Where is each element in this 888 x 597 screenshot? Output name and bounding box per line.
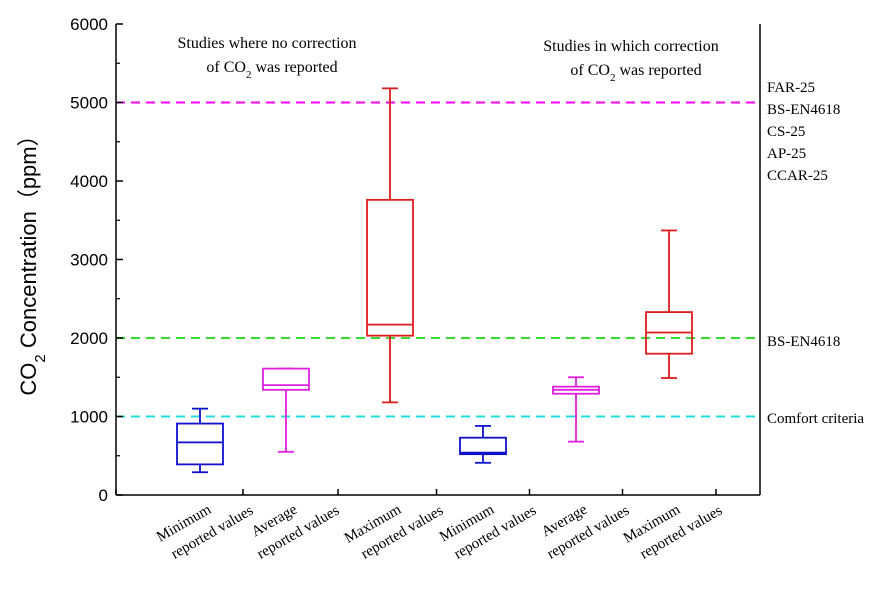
reference-label: CCAR-25 (767, 168, 828, 184)
y-tick-label: 0 (99, 486, 108, 505)
reference-label: CS-25 (767, 124, 805, 140)
y-tick-label: 4000 (70, 172, 108, 191)
y-tick-label: 5000 (70, 94, 108, 113)
box-4 (459, 425, 507, 464)
reference-label: AP-25 (767, 146, 806, 162)
reference-label: BS-EN4618 (767, 334, 840, 350)
group-label: of CO2 was reported (206, 59, 337, 81)
axes-layer (115, 23, 761, 496)
x-category-label: Maximumreported values (342, 484, 446, 566)
box-body (366, 198, 414, 337)
y-tick-label: 2000 (70, 329, 108, 348)
y-axis-label: CO2 Concentration（ppm） (16, 124, 49, 395)
reference-label: Comfort criteria (767, 411, 864, 427)
box-body (176, 422, 224, 466)
box-body (459, 436, 507, 456)
group-label: Studies where no correction (177, 35, 356, 52)
x-category-label: Maximumreported values (621, 484, 725, 566)
group-label: Studies in which correction (543, 38, 719, 55)
reference-label: FAR-25 (767, 80, 815, 96)
box-2 (262, 367, 310, 453)
box-3 (366, 87, 414, 404)
boxes-layer (176, 87, 693, 474)
box-5 (552, 376, 600, 443)
reference-lines-layer (116, 101, 760, 418)
box-body (262, 367, 310, 391)
text-layer: FAR-25 BS-EN4618 CS-25 AP-25 CCAR-25 BS-EN461… (16, 15, 864, 566)
group-label: of CO2 was reported (570, 62, 701, 84)
reference-label: BS-EN4618 (767, 102, 840, 118)
y-tick-label: 1000 (70, 408, 108, 427)
y-tick-label: 3000 (70, 251, 108, 270)
box-1 (176, 407, 224, 474)
y-tick-label: 6000 (70, 15, 108, 34)
box-6 (645, 229, 693, 379)
